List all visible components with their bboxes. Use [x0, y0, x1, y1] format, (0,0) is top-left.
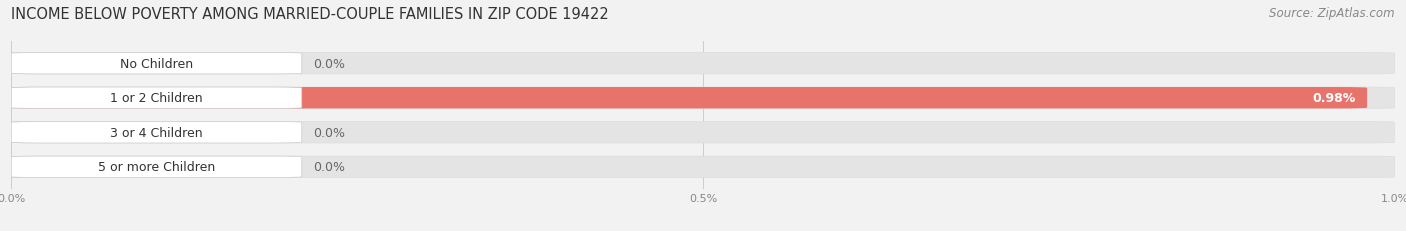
FancyBboxPatch shape — [8, 156, 25, 178]
FancyBboxPatch shape — [11, 88, 1367, 109]
FancyBboxPatch shape — [11, 88, 1395, 109]
FancyBboxPatch shape — [11, 156, 1395, 178]
FancyBboxPatch shape — [11, 122, 302, 143]
Text: INCOME BELOW POVERTY AMONG MARRIED-COUPLE FAMILIES IN ZIP CODE 19422: INCOME BELOW POVERTY AMONG MARRIED-COUPL… — [11, 7, 609, 22]
Text: Source: ZipAtlas.com: Source: ZipAtlas.com — [1270, 7, 1395, 20]
FancyBboxPatch shape — [11, 88, 302, 109]
FancyBboxPatch shape — [11, 53, 1395, 75]
Text: 0.98%: 0.98% — [1313, 92, 1355, 105]
Text: No Children: No Children — [120, 58, 193, 70]
FancyBboxPatch shape — [11, 156, 302, 178]
Text: 1 or 2 Children: 1 or 2 Children — [110, 92, 202, 105]
Text: 0.0%: 0.0% — [314, 58, 344, 70]
Text: 3 or 4 Children: 3 or 4 Children — [110, 126, 202, 139]
FancyBboxPatch shape — [8, 53, 25, 75]
FancyBboxPatch shape — [11, 53, 302, 75]
Text: 0.0%: 0.0% — [314, 126, 344, 139]
FancyBboxPatch shape — [11, 122, 1395, 143]
FancyBboxPatch shape — [8, 122, 25, 143]
Text: 0.0%: 0.0% — [314, 161, 344, 173]
Text: 5 or more Children: 5 or more Children — [98, 161, 215, 173]
